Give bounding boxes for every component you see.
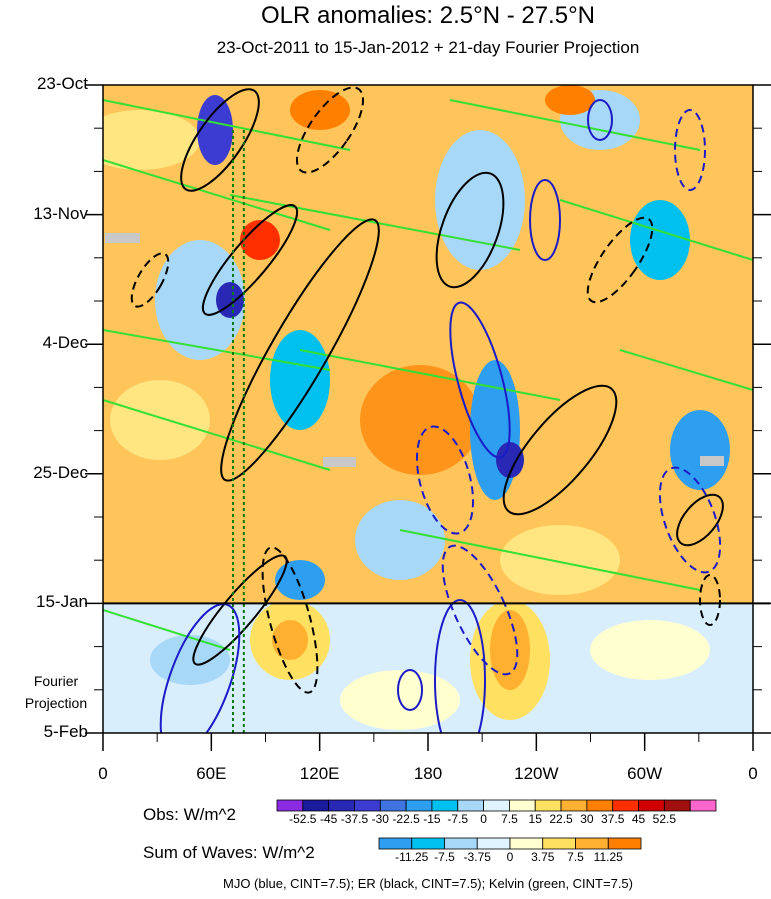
colorbar-label: -7.5 bbox=[447, 812, 469, 826]
colorbar-label: 37.5 bbox=[601, 812, 625, 826]
obs-anomaly-field bbox=[103, 85, 753, 603]
colorbar-swatch bbox=[607, 837, 642, 850]
wave-legend-note: MJO (blue, CINT=7.5); ER (black, CINT=7.… bbox=[223, 876, 633, 891]
x-tick-label: 0 bbox=[98, 764, 108, 783]
colorbar-label: 3.75 bbox=[531, 850, 555, 864]
x-tick-label: 180 bbox=[413, 764, 443, 783]
chart-subtitle: 23-Oct-2011 to 15-Jan-2012 + 21-day Four… bbox=[216, 38, 640, 57]
missing-data-patch bbox=[323, 457, 356, 467]
colorbar-label: -15 bbox=[423, 812, 441, 826]
er-contours bbox=[130, 86, 724, 694]
missing-data-patch bbox=[700, 456, 724, 466]
colorbar-swatch bbox=[276, 799, 304, 812]
colorbar-swatch bbox=[379, 799, 407, 812]
forecast-label: Fourier Projection bbox=[18, 670, 94, 714]
colorbar-label: 45 bbox=[631, 812, 646, 826]
colorbar-swatch bbox=[689, 799, 717, 812]
colorbar-swatch bbox=[534, 799, 562, 812]
x-tick-label: 60E bbox=[196, 764, 227, 783]
x-tick-label: 60W bbox=[627, 764, 663, 783]
obs-colorbar bbox=[276, 799, 717, 812]
colorbar-swatch bbox=[509, 837, 544, 850]
y-tick-label: 13-Nov bbox=[33, 203, 88, 223]
colorbar-label: -3.75 bbox=[463, 850, 491, 864]
colorbar-swatch bbox=[328, 799, 355, 812]
axis-ticks bbox=[85, 84, 771, 751]
colorbar-label: -45 bbox=[319, 812, 338, 826]
colorbar-swatch bbox=[575, 837, 609, 850]
colorbar-swatch bbox=[509, 799, 536, 812]
waves-colorbar bbox=[378, 837, 642, 850]
colorbar-swatch bbox=[411, 837, 445, 850]
x-tick-label: 0 bbox=[748, 764, 758, 783]
y-tick-label: 23-Oct bbox=[36, 74, 88, 93]
colorbar-swatch bbox=[612, 799, 639, 812]
colorbar-swatch bbox=[378, 837, 413, 850]
waves-colorbar-title: Sum of Waves: W/m^2 bbox=[143, 843, 315, 862]
colorbar-label: 22.5 bbox=[549, 812, 573, 826]
y-tick-label: 15-Jan bbox=[36, 592, 88, 612]
reference-longitude-lines bbox=[232, 130, 245, 733]
chart-title: OLR anomalies: 2.5°N - 27.5°N bbox=[260, 2, 595, 29]
colorbar-swatch bbox=[638, 799, 665, 812]
colorbar-swatch bbox=[476, 837, 511, 850]
colorbar-swatch bbox=[444, 837, 478, 850]
colorbar-label: -30 bbox=[371, 812, 389, 826]
colorbar-swatch bbox=[457, 799, 484, 812]
colorbar-swatch bbox=[354, 799, 381, 812]
colorbar-label: -22.5 bbox=[392, 812, 420, 826]
x-tick-label: 120W bbox=[514, 764, 559, 783]
colorbar-swatch bbox=[302, 799, 330, 812]
colorbar-label: -37.5 bbox=[340, 812, 369, 826]
colorbar-label: 0 bbox=[480, 812, 487, 826]
colorbar-swatch bbox=[431, 799, 459, 812]
colorbar-swatch bbox=[663, 799, 691, 812]
colorbar-swatch bbox=[586, 799, 614, 812]
colorbar-swatch bbox=[405, 799, 433, 812]
colorbar-label: -11.25 bbox=[395, 850, 429, 864]
kelvin-contours bbox=[103, 99, 753, 651]
colorbar-label: 7.5 bbox=[501, 812, 518, 826]
y-tick-label: 4-Dec bbox=[42, 333, 88, 353]
forecast-label-line2: Projection bbox=[24, 695, 88, 711]
colorbar-label: -52.5 bbox=[289, 812, 317, 826]
colorbar-label: 52.5 bbox=[652, 812, 677, 826]
y-tick-label: 25-Dec bbox=[33, 462, 88, 482]
colorbar-swatch bbox=[542, 837, 576, 850]
colorbar-swatch bbox=[560, 799, 588, 812]
obs-colorbar-title: Obs: W/m^2 bbox=[143, 805, 236, 824]
colorbar-swatch bbox=[483, 799, 510, 812]
missing-data-patch bbox=[105, 233, 140, 243]
colorbar-label: 15 bbox=[528, 812, 542, 826]
colorbar-label: -7.5 bbox=[434, 850, 455, 864]
forecast-label-line1: Fourier bbox=[33, 673, 79, 689]
x-tick-label: 120E bbox=[299, 764, 340, 783]
forecast-field bbox=[103, 603, 753, 733]
colorbar-label: 30 bbox=[580, 812, 594, 826]
y-tick-label: 5-Feb bbox=[43, 722, 88, 741]
colorbar-label: 0 bbox=[506, 850, 514, 864]
colorbar-label: 7.5 bbox=[567, 850, 584, 864]
colorbar-label: 11.25 bbox=[593, 850, 623, 864]
